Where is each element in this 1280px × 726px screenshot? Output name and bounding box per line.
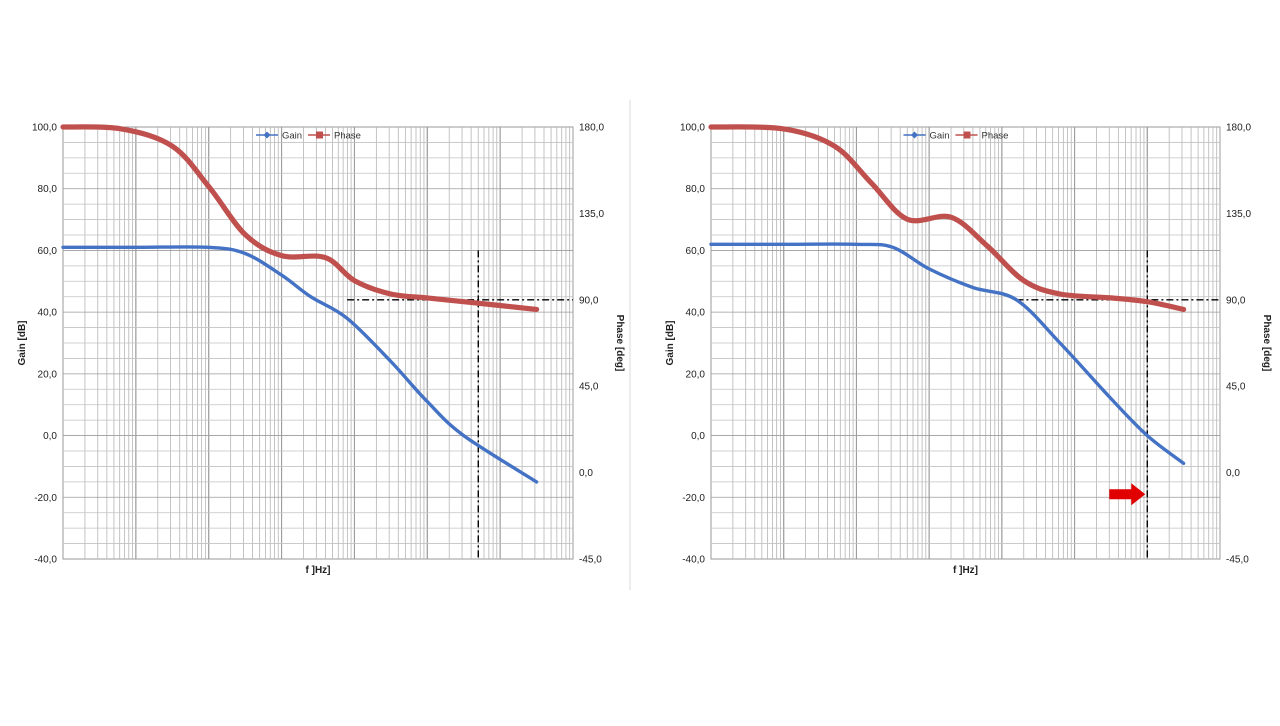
y-tick-label: -40,0 bbox=[682, 555, 705, 566]
y-tick-label: 20,0 bbox=[38, 369, 58, 380]
y-tick-label: -40,0 bbox=[34, 555, 57, 566]
y2-tick-label: 45,0 bbox=[1226, 382, 1246, 393]
y-tick-label: 0,0 bbox=[43, 431, 57, 442]
gain-curve bbox=[709, 242, 1186, 465]
legend-phase-marker bbox=[316, 131, 323, 139]
y2-tick-label: 135,0 bbox=[1226, 209, 1251, 220]
y2-tick-label: -45,0 bbox=[579, 555, 602, 566]
y-axis-title: Gain [dB] bbox=[17, 321, 28, 366]
bode-chart-2: 100,0 80,0 60,0 40,0 20,0 0,0 -20,0 -40,0 180,0 1… bbox=[665, 123, 1272, 577]
y2-tick-label: 0,0 bbox=[1226, 468, 1240, 479]
y2-tick-label: 0,0 bbox=[579, 468, 593, 479]
bode-chart-1: 100,0 80,0 60,0 40,0 20,0 0,0 -20,0 -40,0 180,0 1… bbox=[17, 123, 625, 577]
legend-gain-marker bbox=[911, 131, 918, 139]
y-tick-label: 60,0 bbox=[686, 246, 706, 257]
phase-curve bbox=[708, 124, 1187, 312]
legend-gain-label: Gain bbox=[282, 131, 302, 142]
y-tick-label: -20,0 bbox=[34, 493, 57, 504]
y-tick-label: 80,0 bbox=[686, 184, 706, 195]
y-tick-label: 0,0 bbox=[691, 431, 705, 442]
y-tick-label: 80,0 bbox=[38, 184, 58, 195]
legend-gain-marker bbox=[263, 131, 271, 139]
y-tick-label: 20,0 bbox=[686, 369, 706, 380]
y2-axis-title: Phase [deg] bbox=[614, 315, 625, 372]
grid-lines bbox=[711, 127, 1221, 559]
legend-gain-label: Gain bbox=[930, 131, 950, 142]
legend: Gain Phase bbox=[903, 131, 1009, 142]
y-tick-label: 40,0 bbox=[38, 308, 58, 319]
red-arrow-annotation bbox=[1109, 483, 1146, 506]
legend: Gain Phase bbox=[256, 131, 361, 142]
legend-phase-marker bbox=[963, 131, 971, 139]
y2-tick-label: 180,0 bbox=[579, 123, 604, 134]
y2-tick-label: 135,0 bbox=[579, 209, 604, 220]
y2-tick-label: 90,0 bbox=[579, 295, 599, 306]
y2-tick-label: 45,0 bbox=[579, 382, 599, 393]
y-tick-label: -20,0 bbox=[682, 493, 705, 504]
phase-curve bbox=[60, 124, 540, 312]
grid-lines bbox=[63, 127, 574, 559]
y-tick-label: 40,0 bbox=[686, 308, 706, 319]
y2-tick-label: 90,0 bbox=[1226, 295, 1246, 306]
legend-phase-label: Phase bbox=[982, 131, 1009, 142]
y-tick-label: 100,0 bbox=[680, 123, 705, 134]
y2-tick-label: -45,0 bbox=[1226, 555, 1249, 566]
y2-tick-label: 180,0 bbox=[1226, 123, 1251, 134]
y-tick-label: 60,0 bbox=[38, 246, 58, 257]
gain-curve bbox=[61, 245, 539, 484]
x-axis-title: f ]Hz] bbox=[953, 565, 978, 576]
legend-phase-label: Phase bbox=[334, 131, 361, 142]
y2-axis-title: Phase [deg] bbox=[1261, 315, 1272, 372]
y-axis-title: Gain [dB] bbox=[665, 321, 676, 366]
y-tick-label: 100,0 bbox=[32, 123, 57, 134]
x-axis-title: f ]Hz] bbox=[306, 565, 331, 576]
